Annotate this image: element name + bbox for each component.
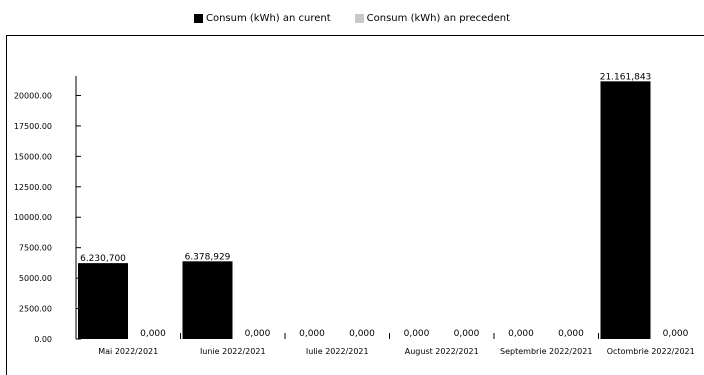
y-tick-label: 15000.00 bbox=[14, 152, 52, 161]
data-label-previous: 0,000 bbox=[349, 329, 375, 339]
y-tick-label: 0.00 bbox=[34, 335, 52, 344]
y-tick-label: 7500.00 bbox=[19, 244, 52, 253]
y-tick-label: 12500.00 bbox=[14, 183, 52, 192]
x-tick-label: Iunie 2022/2021 bbox=[200, 347, 266, 356]
legend-swatch-previous bbox=[354, 13, 364, 23]
y-tick-label: 5000.00 bbox=[19, 274, 52, 283]
legend-label-current: Consum (kWh) an curent bbox=[205, 12, 331, 24]
x-tick-label: Mai 2022/2021 bbox=[98, 347, 158, 356]
legend-item-current[interactable]: Consum (kWh) an curent bbox=[193, 10, 331, 26]
data-label-previous: 0,000 bbox=[140, 329, 166, 339]
y-tick-label: 2500.00 bbox=[19, 305, 52, 314]
data-label-current: 21.161,843 bbox=[600, 72, 652, 82]
x-tick-label: August 2022/2021 bbox=[405, 347, 479, 356]
y-tick-label: 10000.00 bbox=[14, 213, 52, 222]
data-label-current: 6.230,700 bbox=[80, 254, 126, 264]
data-label-previous: 0,000 bbox=[245, 329, 271, 339]
bar-current bbox=[600, 81, 651, 340]
data-label-current: 6.378,929 bbox=[185, 252, 231, 262]
x-tick-label: Iulie 2022/2021 bbox=[306, 347, 369, 356]
data-label-current: 0,000 bbox=[508, 329, 534, 339]
legend: Consum (kWh) an curent Consum (kWh) an p… bbox=[0, 10, 704, 26]
chart-frame bbox=[6, 35, 704, 375]
x-tick-label: Octombrie 2022/2021 bbox=[607, 347, 695, 356]
data-label-current: 0,000 bbox=[404, 329, 430, 339]
legend-item-previous[interactable]: Consum (kWh) an precedent bbox=[354, 10, 511, 26]
data-label-previous: 0,000 bbox=[663, 329, 689, 339]
legend-label-previous: Consum (kWh) an precedent bbox=[366, 12, 511, 24]
data-label-previous: 0,000 bbox=[558, 329, 584, 339]
data-label-previous: 0,000 bbox=[454, 329, 480, 339]
y-tick-label: 17500.00 bbox=[14, 122, 52, 131]
x-tick-label: Septembrie 2022/2021 bbox=[500, 347, 592, 356]
y-tick-label: 20000.00 bbox=[14, 91, 52, 100]
legend-swatch-current bbox=[193, 13, 203, 23]
data-label-current: 0,000 bbox=[299, 329, 325, 339]
bar-current bbox=[78, 263, 128, 339]
bar-current bbox=[182, 261, 233, 339]
